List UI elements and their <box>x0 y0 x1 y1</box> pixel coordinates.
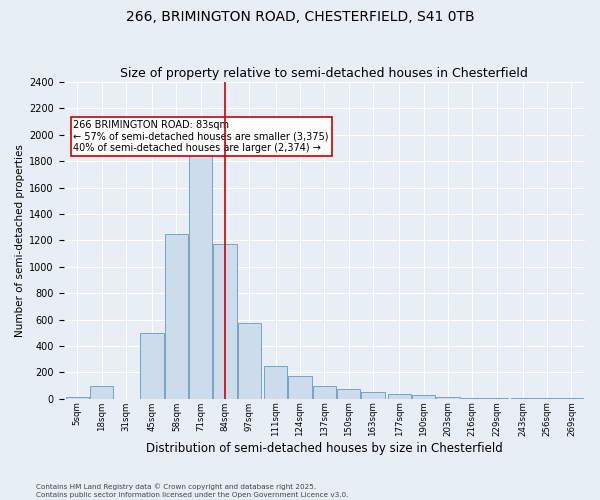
Bar <box>165 234 188 399</box>
Bar <box>288 376 311 399</box>
Bar <box>214 244 237 399</box>
Bar <box>412 396 435 399</box>
Bar <box>361 392 385 399</box>
Text: Contains HM Land Registry data © Crown copyright and database right 2025.
Contai: Contains HM Land Registry data © Crown c… <box>36 484 349 498</box>
Bar <box>511 398 535 399</box>
Text: 266 BRIMINGTON ROAD: 83sqm
← 57% of semi-detached houses are smaller (3,375)
40%: 266 BRIMINGTON ROAD: 83sqm ← 57% of semi… <box>73 120 329 154</box>
Bar <box>189 148 212 399</box>
Bar <box>436 397 460 399</box>
Bar <box>238 323 261 399</box>
Bar <box>461 398 484 399</box>
Bar <box>65 398 89 399</box>
Bar <box>140 333 164 399</box>
Bar <box>388 394 411 399</box>
Bar <box>485 398 508 399</box>
Title: Size of property relative to semi-detached houses in Chesterfield: Size of property relative to semi-detach… <box>121 66 528 80</box>
Text: 266, BRIMINGTON ROAD, CHESTERFIELD, S41 0TB: 266, BRIMINGTON ROAD, CHESTERFIELD, S41 … <box>125 10 475 24</box>
Bar <box>313 386 336 399</box>
Bar <box>90 386 113 399</box>
Y-axis label: Number of semi-detached properties: Number of semi-detached properties <box>15 144 25 337</box>
Bar <box>337 389 361 399</box>
X-axis label: Distribution of semi-detached houses by size in Chesterfield: Distribution of semi-detached houses by … <box>146 442 503 455</box>
Bar <box>264 366 287 399</box>
